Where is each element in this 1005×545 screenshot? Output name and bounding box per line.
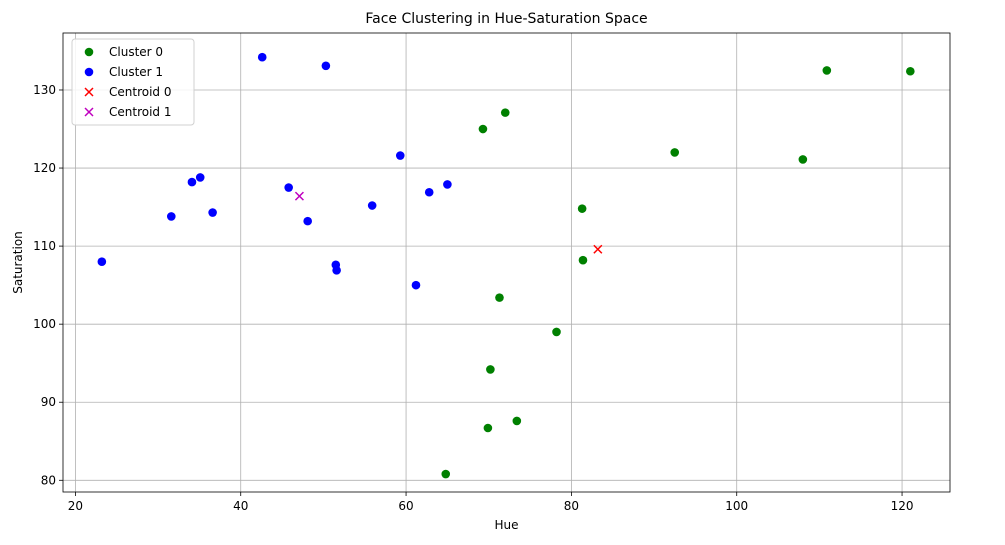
- data-point: [512, 416, 522, 426]
- data-point: [483, 423, 493, 433]
- y-tick-label: 90: [41, 395, 56, 409]
- x-tick-label: 100: [725, 499, 748, 513]
- x-tick-label: 80: [564, 499, 579, 513]
- marker-stroke: [593, 244, 603, 254]
- grid-lines: [63, 33, 950, 492]
- marker-stroke: [84, 107, 94, 117]
- data-point: [195, 173, 205, 182]
- data-point: [441, 469, 451, 479]
- data-point: [486, 365, 495, 374]
- data-point: [187, 177, 197, 187]
- y-axis-ticks: 80 90 100 110 120 130: [33, 83, 63, 487]
- marker-stroke: [294, 191, 304, 201]
- x-tick-label: 120: [891, 499, 914, 513]
- data-point: [906, 66, 915, 76]
- data-point: [577, 204, 587, 213]
- legend-marker: [84, 67, 94, 77]
- y-tick-label: 110: [33, 239, 56, 253]
- data-point: [321, 61, 331, 71]
- data-point: [670, 148, 680, 157]
- centroid-marker: [294, 191, 304, 201]
- legend: Cluster 0 Cluster 1 Centroid 0 Centroid 1: [71, 38, 195, 126]
- legend-box: [71, 38, 195, 126]
- marker-stroke: [84, 87, 94, 97]
- y-tick-label: 130: [33, 83, 56, 97]
- data-point: [166, 212, 176, 221]
- data-point: [332, 266, 341, 275]
- data-point: [284, 183, 293, 192]
- data-point: [478, 124, 488, 134]
- x-tick-label: 40: [233, 499, 248, 513]
- series-0: [441, 66, 915, 479]
- legend-label: Cluster 1: [109, 65, 163, 79]
- series-3: [294, 191, 304, 201]
- data-point: [552, 327, 561, 337]
- data-point: [208, 208, 217, 217]
- y-tick-label: 80: [41, 473, 56, 487]
- legend-label: Centroid 1: [109, 105, 171, 119]
- series-1: [97, 52, 452, 290]
- data-point: [495, 293, 504, 302]
- x-axis-ticks: 20 40 60 80 100 120: [68, 492, 914, 513]
- data-point: [303, 216, 312, 226]
- legend-label: Centroid 0: [109, 85, 171, 99]
- data-point: [257, 52, 267, 62]
- x-tick-label: 60: [398, 499, 413, 513]
- legend-marker: [84, 107, 94, 117]
- data-points: [97, 52, 915, 479]
- legend-label: Cluster 0: [109, 45, 163, 59]
- data-point: [578, 255, 588, 265]
- data-point: [395, 151, 405, 160]
- series-2: [593, 244, 603, 254]
- chart-title: Face Clustering in Hue-Saturation Space: [365, 11, 647, 27]
- x-axis-label: Hue: [494, 518, 518, 532]
- data-point: [411, 280, 421, 290]
- data-point: [500, 108, 510, 117]
- data-point: [424, 187, 434, 197]
- data-point: [97, 257, 107, 267]
- y-tick-label: 120: [33, 161, 56, 175]
- data-point: [443, 180, 452, 189]
- y-tick-label: 100: [33, 317, 56, 331]
- centroid-marker: [593, 244, 603, 254]
- data-point: [798, 155, 808, 164]
- data-point: [822, 66, 832, 75]
- y-axis-label: Saturation: [11, 231, 25, 294]
- plot-frame: [62, 32, 951, 493]
- x-tick-label: 20: [68, 499, 83, 513]
- data-point: [367, 201, 377, 210]
- legend-marker: [84, 87, 94, 97]
- legend-marker: [84, 47, 94, 57]
